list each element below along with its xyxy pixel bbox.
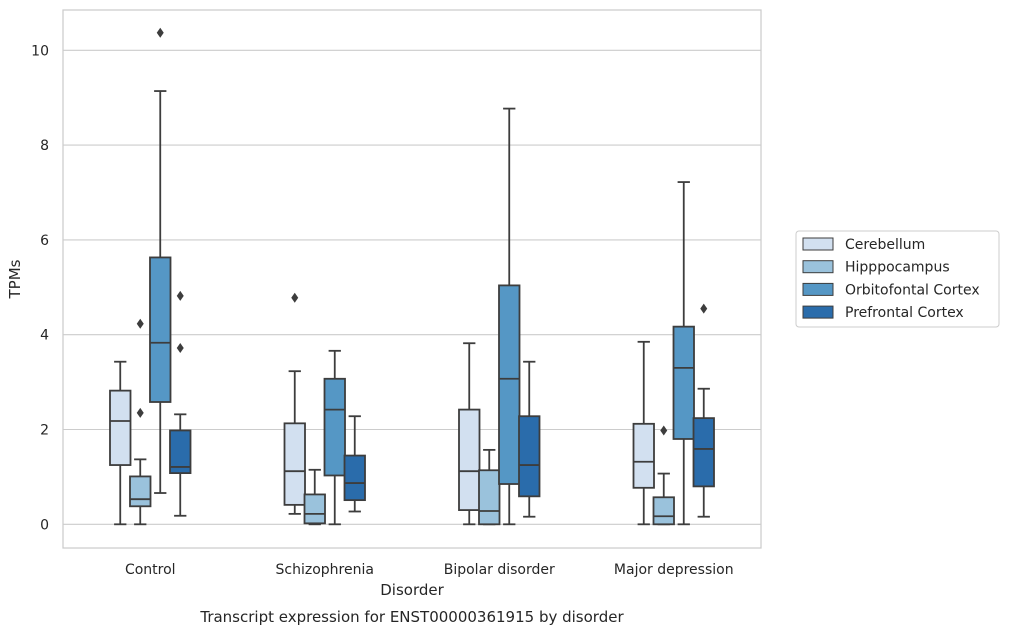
- plot-area: [62, 9, 762, 549]
- outlier-point: [156, 27, 164, 38]
- box-group: [129, 318, 152, 526]
- box-group: [149, 27, 172, 494]
- legend-swatch: [802, 260, 834, 274]
- box-group: [283, 292, 306, 515]
- y-tick-labels: 0 2 4 6 8 10: [31, 43, 49, 533]
- box-group: [323, 349, 346, 526]
- gridlines: [63, 49, 761, 525]
- y-tick-label: 8: [40, 138, 49, 154]
- box-group: [692, 303, 715, 518]
- box: [672, 325, 695, 440]
- y-tick-label: 10: [31, 43, 49, 59]
- box-group: [458, 342, 481, 526]
- box: [458, 408, 481, 511]
- legend-label: Prefrontal Cortex: [845, 305, 964, 321]
- box: [632, 422, 655, 489]
- legend-swatch: [802, 282, 834, 296]
- y-tick-label: 2: [40, 422, 49, 438]
- box: [149, 256, 172, 403]
- legend-label: Cerebellum: [845, 237, 925, 253]
- box: [303, 493, 326, 525]
- box: [652, 496, 675, 526]
- outlier-point: [136, 407, 144, 418]
- box: [692, 417, 715, 488]
- x-axis-label: Disorder: [380, 581, 444, 599]
- box-group: [518, 360, 541, 518]
- box: [343, 454, 366, 502]
- chart-caption: Transcript expression for ENST0000036191…: [199, 608, 624, 626]
- box: [478, 469, 501, 526]
- x-tick-labels: Control Schizophrenia Bipolar disorder Majo…: [125, 562, 734, 578]
- outlier-point: [660, 425, 668, 436]
- legend-label: Hipppocampus: [845, 260, 950, 276]
- plot-frame: [62, 9, 762, 549]
- x-tick-label: Schizophrenia: [276, 562, 374, 578]
- box: [169, 429, 192, 475]
- box-group: [652, 425, 675, 526]
- outlier-point: [291, 292, 299, 303]
- box: [129, 475, 152, 508]
- box-group: [632, 340, 655, 526]
- y-tick-label: 4: [40, 328, 49, 344]
- outlier-point: [700, 303, 708, 314]
- outlier-point: [176, 290, 184, 301]
- x-tick-label: Bipolar disorder: [444, 562, 555, 578]
- y-tick-label: 0: [40, 517, 49, 533]
- outlier-point: [176, 342, 184, 353]
- box-group: [169, 290, 192, 517]
- legend-swatch: [802, 305, 834, 319]
- box-group: [672, 181, 695, 526]
- box-group: [498, 107, 521, 526]
- y-axis-label: TPMs: [6, 259, 24, 299]
- box: [498, 284, 521, 485]
- x-tick-label: Major depression: [614, 562, 734, 578]
- outlier-point: [136, 318, 144, 329]
- box-group: [303, 468, 326, 526]
- box: [283, 422, 306, 506]
- x-tick-label: Control: [125, 562, 176, 578]
- legend: Cerebellum Hipppocampus Orbitofontal Corte…: [795, 230, 1000, 328]
- box-group: [343, 415, 366, 513]
- box: [518, 415, 541, 498]
- box: [109, 389, 132, 466]
- box: [323, 377, 346, 477]
- boxes: [109, 27, 715, 526]
- y-tick-label: 6: [40, 233, 49, 249]
- legend-swatch: [802, 237, 834, 251]
- legend-label: Orbitofontal Cortex: [845, 282, 980, 298]
- box-group: [109, 360, 132, 526]
- box-group: [478, 448, 501, 526]
- legend-frame: [795, 230, 1000, 328]
